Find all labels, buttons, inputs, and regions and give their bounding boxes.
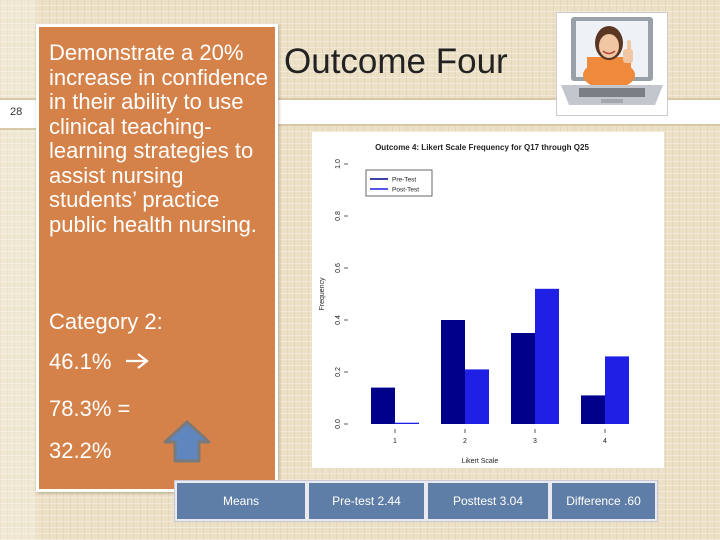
pre-line: 46.1% bbox=[49, 349, 150, 376]
x-tick-label: 2 bbox=[463, 438, 467, 445]
category-label: Category 2: bbox=[49, 309, 163, 334]
objective-text: Demonstrate a 20% increase in confidence… bbox=[49, 40, 268, 237]
bar-post-test bbox=[465, 369, 489, 424]
x-tick-label: 3 bbox=[533, 438, 537, 445]
chart-title: Outcome 4: Likert Scale Frequency for Q1… bbox=[375, 143, 589, 152]
post-value: 78.3% = bbox=[49, 396, 131, 421]
bar-pre-test bbox=[441, 320, 465, 424]
posttest-mean-cell: Posttest 3.04 bbox=[426, 481, 550, 521]
up-arrow-icon bbox=[163, 420, 211, 469]
legend-label: Pre-Test bbox=[392, 177, 416, 184]
difference-value: 32.2% bbox=[49, 438, 112, 463]
bar-pre-test bbox=[371, 387, 395, 424]
x-axis-label: Likert Scale bbox=[462, 458, 499, 465]
y-tick-label: 0.8 bbox=[335, 211, 342, 221]
likert-frequency-chart: Outcome 4: Likert Scale Frequency for Q1… bbox=[312, 132, 664, 468]
y-tick-label: 0.6 bbox=[335, 263, 342, 273]
x-tick-label: 1 bbox=[393, 438, 397, 445]
objective-panel: Demonstrate a 20% increase in confidence… bbox=[36, 24, 278, 492]
legend-box bbox=[365, 169, 433, 197]
y-tick-label: 0.0 bbox=[335, 419, 342, 429]
right-arrow-icon bbox=[124, 350, 150, 376]
bar-post-test bbox=[605, 356, 629, 424]
bar-pre-test bbox=[581, 395, 605, 424]
pretest-mean-cell: Pre-test 2.44 bbox=[307, 481, 426, 521]
y-tick-label: 1.0 bbox=[335, 159, 342, 169]
x-tick-label: 4 bbox=[603, 438, 607, 445]
slide-title: Outcome Four bbox=[284, 42, 508, 81]
legend-label: Post-Test bbox=[392, 187, 419, 194]
means-label-cell: Means bbox=[175, 481, 307, 521]
y-axis-label: Frequency bbox=[319, 277, 326, 311]
difference-mean-cell: Difference .60 bbox=[550, 481, 657, 521]
bar-post-test bbox=[535, 288, 559, 424]
slide-number-box: 28 bbox=[0, 98, 40, 130]
y-tick-label: 0.2 bbox=[335, 367, 342, 377]
pre-value: 46.1% bbox=[49, 349, 112, 374]
bar-pre-test bbox=[511, 333, 535, 424]
means-table: Means Pre-test 2.44 Posttest 3.04 Differ… bbox=[174, 480, 658, 522]
y-tick-label: 0.4 bbox=[335, 315, 342, 325]
bar-post-test bbox=[395, 422, 419, 424]
slide-number: 28 bbox=[10, 106, 23, 118]
left-margin-strip bbox=[0, 0, 36, 540]
laptop-thumbs-up-image bbox=[556, 12, 668, 116]
